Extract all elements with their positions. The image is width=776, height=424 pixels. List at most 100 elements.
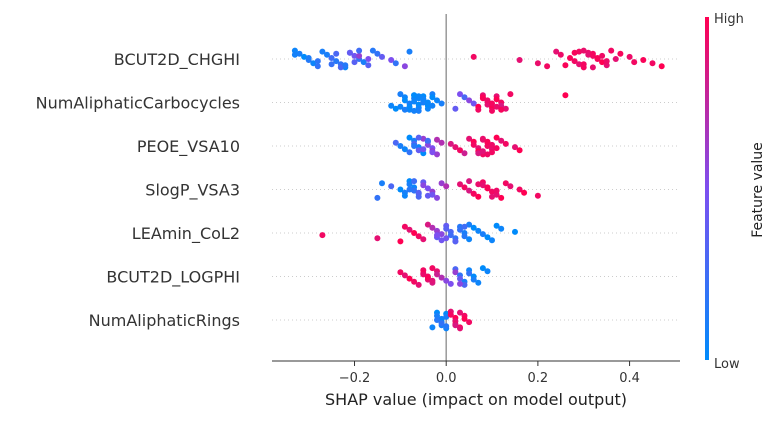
shap-point [356,52,363,59]
shap-point [466,270,473,277]
shap-point [493,103,500,110]
shap-point [360,59,367,66]
shap-point [429,102,436,109]
shap-point [429,324,436,331]
shap-point [466,236,473,243]
shap-point [608,47,615,54]
shap-point [475,181,482,188]
shap-point [443,277,450,284]
shap-point [429,94,436,101]
shap-point [479,265,486,272]
shap-point [466,187,473,194]
shap-point [466,135,473,142]
shap-point [443,183,450,190]
shap-point [498,102,505,109]
shap-point [434,194,440,201]
shap-point [301,53,308,60]
shap-point [447,232,454,239]
shap-point [351,52,358,59]
shap-point [411,107,418,114]
shap-point [401,63,408,70]
shap-point [470,190,477,197]
shap-point [333,58,340,65]
shap-point [457,309,463,316]
shap-point [484,151,491,158]
shap-point [516,57,523,63]
shap-point [401,146,408,153]
shap-point [411,92,418,99]
shap-point [484,97,491,104]
shap-point [411,187,418,194]
shap-point [457,91,463,98]
shap-point [457,280,463,287]
shap-point [296,50,303,57]
shap-point [452,144,459,151]
shap-point [594,55,601,61]
shap-point [461,315,468,322]
shap-point [397,103,404,110]
shap-point [571,49,578,56]
shap-point [406,48,413,55]
shap-point [489,237,495,244]
shap-point [461,94,468,101]
shap-point [489,149,495,156]
shap-point [470,224,477,231]
shap-point [401,106,408,113]
shap-point [544,63,551,70]
shap-point [434,317,440,323]
shap-point [443,235,450,242]
shap-point [406,275,413,282]
shap-point [291,51,298,58]
shap-point [576,48,583,55]
shap-point [434,232,440,239]
shap-point [461,184,468,191]
shap-point [461,150,468,157]
shap-point [438,100,445,107]
shap-point [470,276,477,283]
shap-point [447,280,454,287]
shap-point [369,47,376,54]
shap-point [461,281,468,288]
shap-point [411,98,418,105]
shap-point [365,62,372,69]
shap-point [507,183,514,190]
shap-point [516,186,523,193]
x-tick-label: 0.0 [436,371,457,386]
shap-point [599,59,606,66]
shap-point [507,91,514,98]
shap-point [498,137,505,144]
shap-point [406,134,413,141]
shap-point [479,135,486,142]
shap-point [411,178,418,185]
shap-point [310,60,317,67]
shap-point [438,237,445,244]
shap-point [461,223,468,230]
shap-point [424,221,431,228]
shap-point [512,228,518,235]
shap-point [314,58,321,65]
colorbar: High Low Feature value [705,12,766,372]
shap-point [589,50,596,57]
shap-point [411,230,418,236]
shap-point [438,139,445,146]
shap-point [493,222,500,229]
shap-point [379,180,385,187]
shap-point [420,182,427,189]
shap-point [424,274,431,281]
shap-point [429,149,436,156]
shap-point [420,236,427,243]
shap-point [356,47,363,54]
shap-point [324,51,330,58]
shap-point [434,312,440,319]
shap-point [392,105,399,112]
shap-point [406,186,413,193]
shap-point [319,232,326,239]
shap-point [388,57,395,63]
shap-point [392,139,399,146]
shap-point [424,192,431,199]
shap-point [447,140,454,147]
shap-point [484,143,491,149]
shap-point [434,97,440,104]
shap-point [342,62,349,69]
